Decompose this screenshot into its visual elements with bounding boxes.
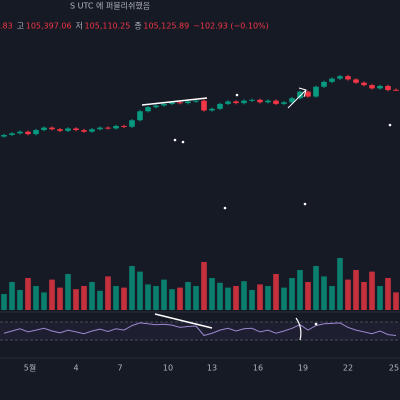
volume-bar: [369, 271, 375, 310]
published-note: S UTC 에 퍼블리쉬했음: [70, 1, 150, 11]
drawing: [287, 89, 307, 109]
volume-bar: [49, 279, 55, 310]
volume-bar: [25, 278, 31, 310]
drawing: [298, 87, 307, 98]
volume-bar: [321, 276, 327, 310]
ohlc-value: 105,110.25: [85, 22, 131, 31]
volume-bar: [329, 286, 335, 310]
x-tick-label: 19: [298, 364, 308, 373]
volume-bar: [73, 289, 79, 310]
volume-bar: [129, 266, 135, 310]
volume-bar: [89, 282, 95, 310]
volume-bar: [161, 279, 167, 310]
x-tick-label: 13: [207, 364, 217, 373]
volume-bar: [57, 287, 63, 310]
ohlc-label: 고: [17, 22, 24, 31]
volume-bar: [33, 286, 39, 310]
x-tick-label: 10: [163, 364, 173, 373]
volume-bar: [105, 276, 111, 310]
volume-bar: [377, 286, 383, 310]
volume-bar: [345, 279, 351, 310]
volume-bar: [225, 287, 231, 310]
volume-bar: [265, 286, 271, 310]
volume-bar: [145, 284, 151, 310]
volume-bar: [41, 292, 47, 310]
ohlc-value: 105,397.06: [26, 22, 72, 31]
x-tick-label: 5월: [24, 363, 36, 373]
volume-bar: [121, 287, 127, 310]
drawing: [154, 313, 213, 329]
volume-bar: [1, 294, 7, 310]
volume-bar: [153, 286, 159, 310]
drawing: [141, 97, 208, 106]
x-tick-label: 16: [253, 364, 263, 373]
volume-bar: [169, 289, 175, 310]
x-tick-label: 22: [343, 364, 353, 373]
volume-bar: [81, 286, 87, 310]
x-tick-label: 4: [73, 364, 78, 373]
ohlc-value: .83: [0, 22, 13, 31]
volume-bar: [313, 266, 319, 310]
volume-bar: [17, 290, 23, 310]
volume-bar: [393, 292, 399, 310]
volume-bar: [385, 278, 391, 310]
volume-bar: [305, 282, 311, 310]
volume-bar: [113, 286, 119, 310]
x-tick-label: 25: [389, 364, 399, 373]
volume-bar: [209, 278, 215, 310]
volume-bar: [281, 287, 287, 310]
volume-bar: [257, 284, 263, 310]
volume-bar: [137, 271, 143, 310]
rsi-line: [3, 322, 397, 337]
volume-bar: [249, 290, 255, 310]
volume-bar: [353, 270, 359, 310]
x-tick-label: 7: [117, 364, 122, 373]
ohlc-value: −102.93 (−0.10%): [193, 22, 269, 31]
ohlc-label: 종: [134, 22, 141, 31]
volume-bar: [233, 286, 239, 310]
volume-bar: [201, 262, 207, 310]
volume-bar: [185, 282, 191, 310]
volume-bar: [97, 290, 103, 310]
ohlc-value: 105,125.89: [143, 22, 189, 31]
volume-bar: [297, 270, 303, 310]
volume-bar: [9, 282, 15, 310]
volume-bar: [273, 274, 279, 310]
volume-bar: [337, 258, 343, 310]
volume-bar: [289, 278, 295, 310]
drawing: [295, 317, 302, 341]
volume-bar: [361, 282, 367, 310]
markers: [173, 93, 392, 326]
ohlc-row: .83 고 105,397.06 저 105,110.25 종 105,125.89 −102…: [0, 22, 269, 31]
volume-bar: [177, 287, 183, 310]
volume-bar: [65, 274, 71, 310]
volume-bar: [241, 281, 247, 310]
ohlc-label: 저: [76, 22, 83, 31]
volume-bar: [193, 286, 199, 310]
volume-bar: [217, 282, 223, 310]
